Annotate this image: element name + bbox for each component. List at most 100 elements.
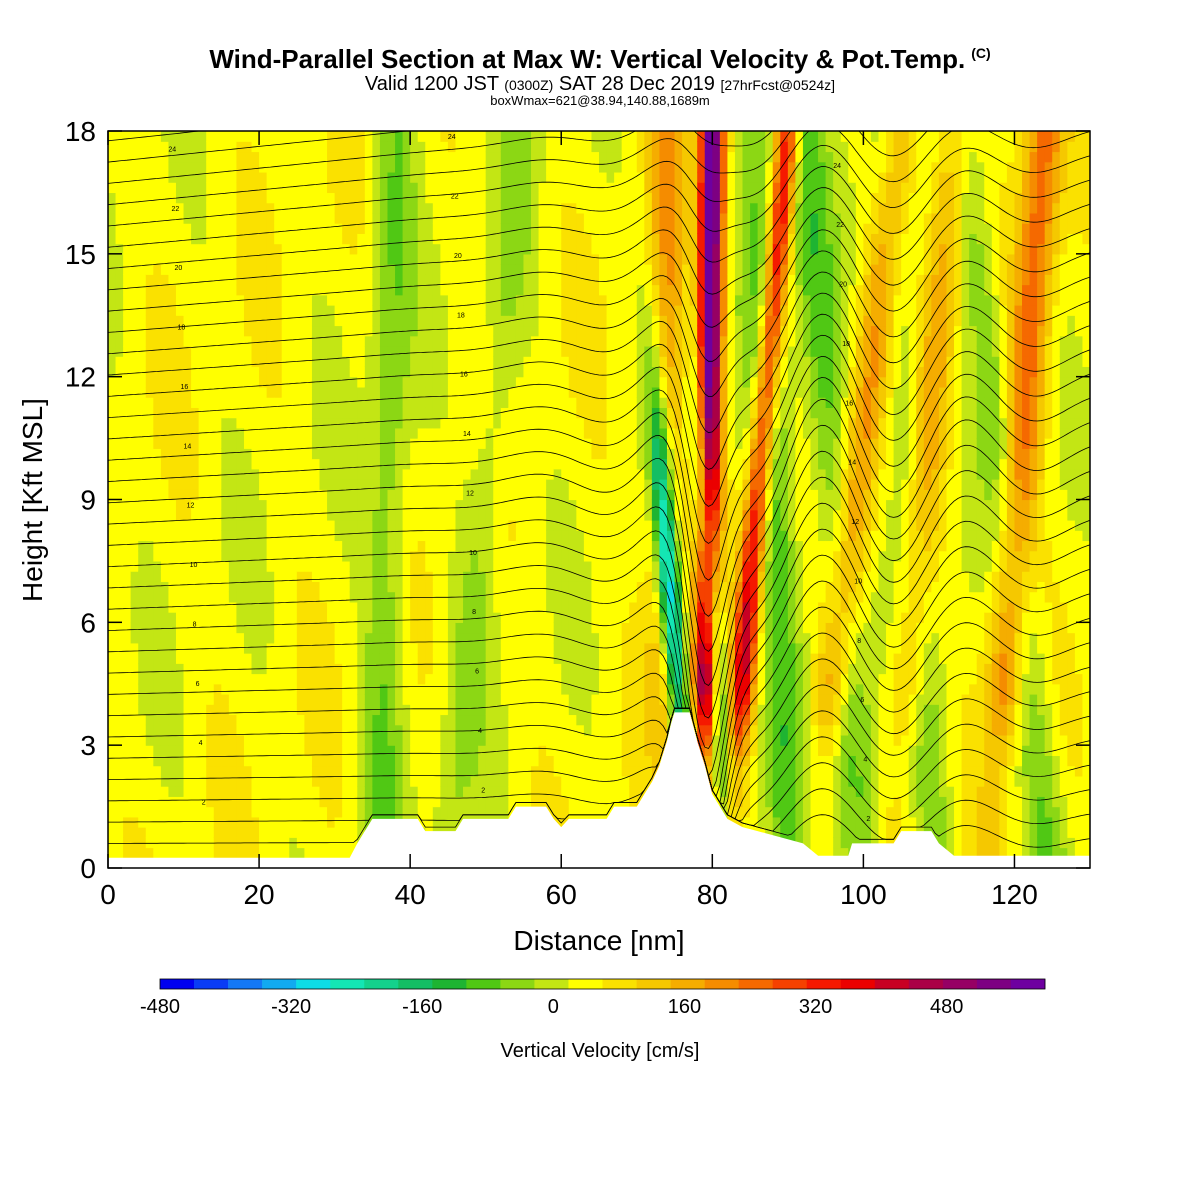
velocity-cell xyxy=(553,397,562,408)
velocity-cell xyxy=(274,734,283,746)
velocity-cell xyxy=(372,397,381,408)
velocity-cell xyxy=(470,755,479,767)
velocity-cell xyxy=(198,131,207,142)
velocity-cell xyxy=(160,827,170,838)
velocity-cell xyxy=(508,571,517,582)
velocity-cell xyxy=(311,765,321,777)
velocity-cell xyxy=(138,427,147,439)
velocity-cell xyxy=(515,704,525,716)
velocity-cell xyxy=(500,714,509,726)
velocity-cell xyxy=(221,182,230,194)
velocity-cell xyxy=(402,274,411,286)
velocity-cell xyxy=(281,765,290,777)
velocity-cell xyxy=(561,274,570,286)
velocity-cell xyxy=(251,847,260,859)
velocity-cell xyxy=(478,786,487,797)
velocity-cell xyxy=(591,141,600,153)
velocity-cell xyxy=(281,345,290,357)
velocity-cell xyxy=(432,550,441,562)
velocity-cell xyxy=(281,724,290,736)
velocity-cell xyxy=(395,202,404,214)
velocity-cell xyxy=(463,386,472,398)
velocity-cell xyxy=(168,530,177,542)
velocity-cell xyxy=(357,530,366,542)
velocity-cell xyxy=(523,376,532,388)
velocity-cell xyxy=(191,397,200,408)
velocity-cell xyxy=(108,284,117,296)
velocity-cell xyxy=(410,223,419,234)
velocity-cell xyxy=(357,673,366,685)
velocity-cell xyxy=(379,202,389,214)
velocity-cell xyxy=(440,468,449,480)
velocity-cell xyxy=(138,386,147,398)
velocity-cell xyxy=(561,612,570,623)
velocity-cell xyxy=(583,591,593,603)
velocity-cell xyxy=(599,131,608,142)
velocity-cell xyxy=(500,315,509,327)
velocity-cell xyxy=(228,171,238,183)
velocity-cell xyxy=(583,663,593,675)
velocity-cell xyxy=(568,796,577,808)
velocity-cell xyxy=(145,417,154,429)
velocity-cell xyxy=(599,724,608,736)
velocity-cell xyxy=(153,325,162,337)
velocity-cell xyxy=(417,141,426,153)
velocity-cell xyxy=(183,591,192,603)
velocity-cell xyxy=(281,489,290,501)
velocity-cell xyxy=(568,151,577,163)
velocity-cell xyxy=(576,171,585,183)
velocity-cell xyxy=(599,683,608,695)
velocity-cell xyxy=(198,468,207,480)
velocity-cell xyxy=(266,448,275,460)
velocity-cell xyxy=(614,417,623,429)
velocity-cell xyxy=(417,253,426,265)
velocity-cell xyxy=(379,161,389,173)
velocity-cell xyxy=(440,253,449,265)
velocity-cell xyxy=(561,233,570,245)
velocity-cell xyxy=(440,816,449,828)
velocity-cell xyxy=(334,479,343,490)
velocity-cell xyxy=(591,274,600,286)
velocity-cell xyxy=(440,622,449,634)
velocity-cell xyxy=(425,765,434,777)
velocity-cell xyxy=(357,540,366,552)
velocity-cell xyxy=(357,325,366,337)
velocity-cell xyxy=(621,663,630,675)
velocity-cell xyxy=(153,233,162,245)
velocity-cell xyxy=(236,724,245,736)
velocity-cell xyxy=(515,284,525,296)
velocity-cell xyxy=(364,141,373,153)
velocity-cell xyxy=(395,274,404,286)
velocity-cell xyxy=(266,540,275,552)
velocity-cell xyxy=(500,202,509,214)
velocity-cell xyxy=(417,765,426,777)
velocity-cell xyxy=(417,407,426,419)
velocity-cell xyxy=(296,345,305,357)
velocity-cell xyxy=(493,253,502,265)
velocity-cell xyxy=(417,376,426,388)
velocity-cell xyxy=(243,489,253,501)
velocity-cell xyxy=(425,622,434,634)
velocity-cell xyxy=(236,223,245,234)
velocity-cell xyxy=(599,509,608,521)
velocity-cell xyxy=(168,305,177,316)
velocity-cell xyxy=(470,407,479,419)
velocity-cell xyxy=(115,724,124,736)
velocity-cell xyxy=(266,294,275,306)
velocity-cell xyxy=(334,335,343,347)
velocity-cell xyxy=(108,673,117,685)
velocity-cell xyxy=(372,806,381,818)
velocity-cell xyxy=(425,642,434,654)
velocity-cell xyxy=(546,571,555,582)
velocity-cell xyxy=(591,223,600,234)
velocity-cell xyxy=(470,345,479,357)
velocity-cell xyxy=(108,581,117,593)
velocity-cell xyxy=(599,417,608,429)
velocity-cell xyxy=(213,499,222,511)
velocity-cell xyxy=(198,243,207,255)
velocity-cell xyxy=(296,693,305,705)
velocity-cell xyxy=(485,663,494,675)
velocity-cell xyxy=(236,489,245,501)
velocity-cell xyxy=(160,131,170,142)
velocity-cell xyxy=(410,693,419,705)
